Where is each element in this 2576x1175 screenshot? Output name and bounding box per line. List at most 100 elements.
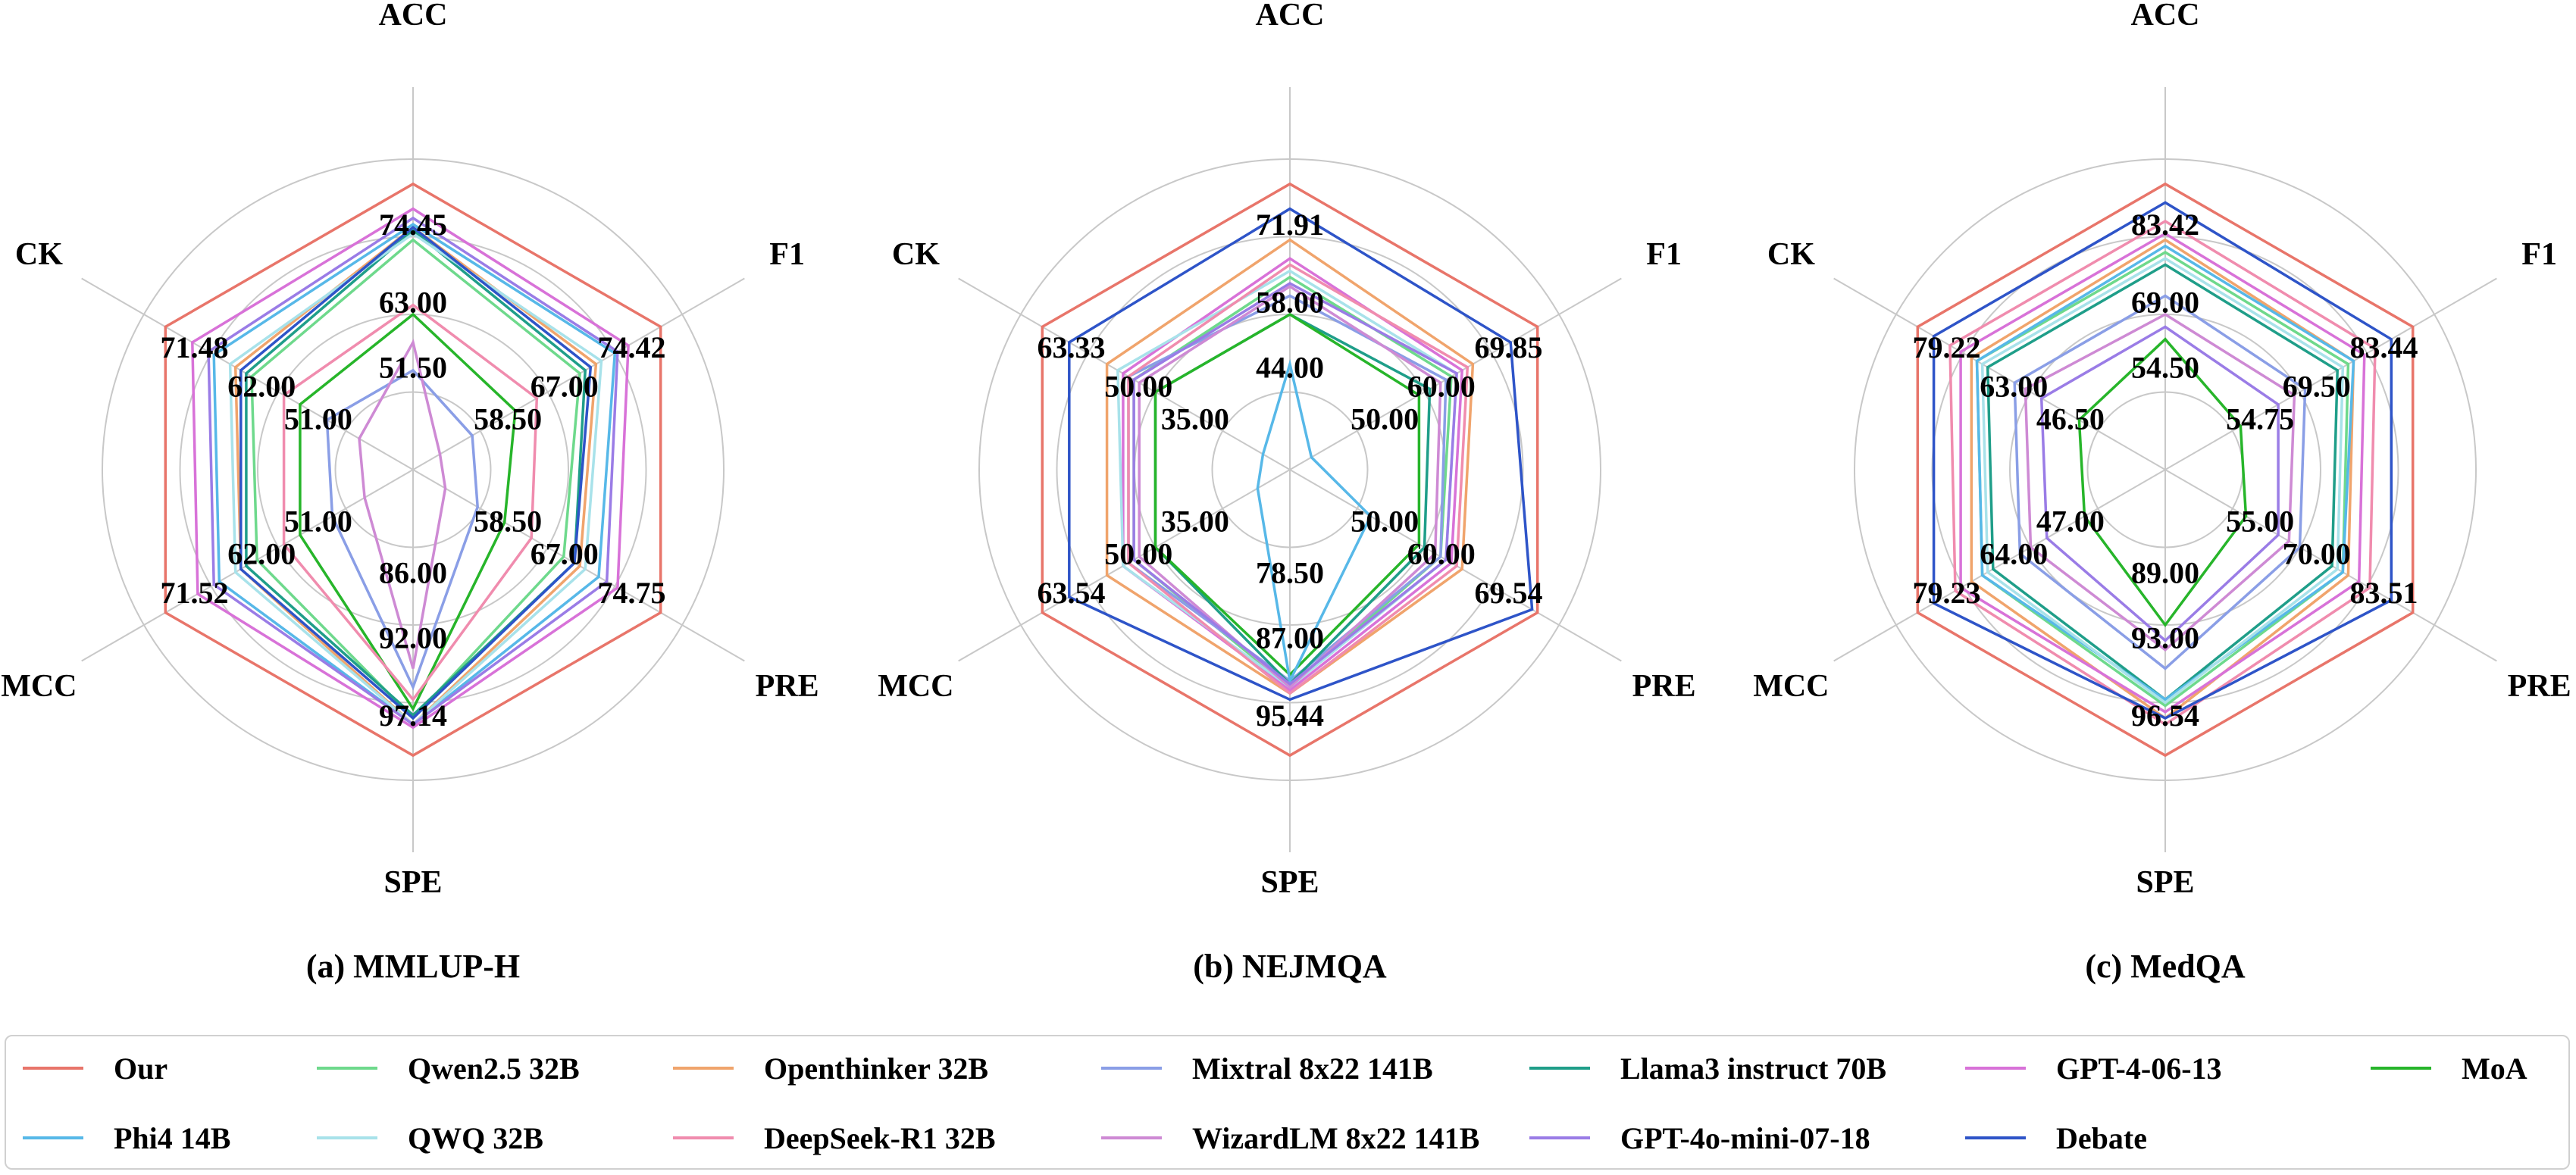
tick-label: 58.50 [474, 505, 542, 539]
series-polygon-10 [2024, 312, 2296, 652]
series-polygon-0 [164, 182, 662, 758]
legend-label: MoA [2462, 1051, 2527, 1086]
axis-label-pre: PRE [756, 669, 819, 704]
tick-label: 79.22 [1912, 330, 1980, 364]
series-polygon-3 [2013, 294, 2307, 670]
legend-item: Llama3 instruct 70B [1529, 1050, 1886, 1086]
tick-label: 83.44 [2350, 330, 2418, 364]
axis-label-spe: SPE [2136, 865, 2194, 900]
tick-label: 50.00 [1351, 505, 1419, 539]
tick-label: 44.00 [1256, 351, 1324, 385]
tick-label: 71.91 [1256, 208, 1324, 242]
legend-label: Openthinker 32B [764, 1051, 988, 1086]
tick-label: 63.00 [379, 286, 447, 320]
tick-label: 67.00 [531, 369, 599, 403]
legend-label: Qwen2.5 32B [408, 1051, 580, 1086]
tick-label: 89.00 [2131, 555, 2199, 589]
tick-label: 95.44 [1256, 698, 1324, 733]
legend-item: GPT-4-06-13 [1965, 1050, 2222, 1086]
series-polygon-5 [1959, 232, 2366, 714]
legend-label: DeepSeek-R1 32B [764, 1120, 996, 1155]
tick-label: 60.00 [1407, 369, 1476, 403]
series-polygon-11 [2039, 325, 2280, 642]
legend-item: Our [23, 1050, 167, 1086]
axis-label-mcc: MCC [878, 669, 953, 704]
legend-item: WizardLM 8x22 141B [1101, 1120, 1479, 1156]
tick-label: 51.50 [379, 351, 447, 385]
tick-label: 62.00 [227, 537, 296, 571]
legend: Our Qwen2.5 32B Openthinker 32B Mixtral 8x2… [5, 1035, 2570, 1170]
tick-label: 96.54 [2131, 698, 2199, 733]
axis-label-acc: ACC [379, 0, 448, 33]
series-polygon-11 [1132, 281, 1458, 686]
legend-label: QWQ 32B [408, 1120, 543, 1155]
tick-label: 54.75 [2226, 402, 2294, 436]
legend-label: WizardLM 8x22 141B [1192, 1120, 1480, 1155]
series-polygon-12 [1068, 207, 1534, 702]
legend-item: Mixtral 8x22 141B [1101, 1050, 1433, 1086]
tick-label: 87.00 [1256, 620, 1324, 655]
legend-swatch [673, 1067, 734, 1070]
axis-line-4 [1833, 469, 2166, 662]
legend-swatch [1101, 1067, 1162, 1070]
legend-swatch [23, 1136, 83, 1139]
tick-label: 74.75 [598, 576, 666, 610]
series-polygon-4 [245, 229, 587, 717]
tick-label: 58.50 [474, 402, 542, 436]
tick-label: 69.85 [1475, 330, 1543, 364]
axis-label-pre: PRE [1632, 669, 1696, 704]
tick-label: 67.00 [531, 537, 599, 571]
radar-chart-2: 44.0058.0071.9150.0060.0069.8550.0060.00… [878, 0, 1695, 985]
tick-label: 63.54 [1037, 576, 1105, 610]
series-polygon-7 [1975, 244, 2355, 702]
legend-item: DeepSeek-R1 32B [673, 1120, 996, 1156]
chart-caption: (c) MedQA [2085, 948, 2246, 985]
series-polygon-12 [1932, 201, 2393, 720]
axis-label-spe: SPE [1260, 865, 1319, 900]
series-polygon-0 [1041, 182, 1539, 758]
tick-label: 78.50 [1256, 555, 1324, 589]
tick-label: 64.00 [1980, 537, 2048, 571]
legend-swatch [1965, 1067, 2026, 1070]
axis-label-acc: ACC [1256, 0, 1325, 33]
legend-item: QWQ 32B [317, 1120, 543, 1156]
tick-label: 97.14 [379, 698, 447, 733]
legend-swatch [1965, 1136, 2026, 1139]
series-polygon-9 [1127, 263, 1470, 695]
legend-swatch [673, 1136, 734, 1139]
legend-item: Phi4 14B [23, 1120, 230, 1156]
series-polygon-10 [1138, 285, 1442, 689]
tick-label: 46.50 [2036, 402, 2105, 436]
tick-label: 92.00 [379, 620, 447, 655]
tick-label: 51.00 [284, 505, 352, 539]
series-polygon-5 [191, 207, 630, 730]
tick-label: 74.42 [598, 330, 666, 364]
legend-swatch [317, 1067, 377, 1070]
legend-label: Phi4 14B [114, 1120, 231, 1155]
axis-line-1 [2164, 277, 2497, 470]
legend-swatch [1529, 1136, 1590, 1139]
chart-caption: (b) NEJMQA [1193, 948, 1387, 985]
tick-label: 51.00 [284, 402, 352, 436]
legend-label: Mixtral 8x22 141B [1192, 1051, 1433, 1086]
axis-label-pre: PRE [2508, 669, 2571, 704]
tick-label: 83.42 [2131, 208, 2199, 242]
tick-label: 74.45 [379, 208, 447, 242]
tick-label: 63.33 [1037, 330, 1105, 364]
series-polygon-7 [1256, 358, 1373, 686]
tick-label: 83.51 [2350, 576, 2418, 610]
tick-label: 69.50 [2283, 369, 2351, 403]
axis-label-f1: F1 [2521, 237, 2557, 272]
tick-label: 86.00 [379, 555, 447, 589]
tick-label: 70.00 [2283, 537, 2351, 571]
axis-label-f1: F1 [769, 237, 805, 272]
series-polygon-6 [299, 312, 517, 712]
legend-item: MoA [2371, 1050, 2527, 1086]
series-polygon-0 [1916, 182, 2415, 758]
series-polygon-5 [1122, 257, 1464, 692]
axis-label-ck: CK [892, 237, 940, 272]
legend-swatch [23, 1067, 83, 1070]
tick-label: 69.54 [1475, 576, 1543, 610]
series-polygon-9 [282, 303, 539, 702]
